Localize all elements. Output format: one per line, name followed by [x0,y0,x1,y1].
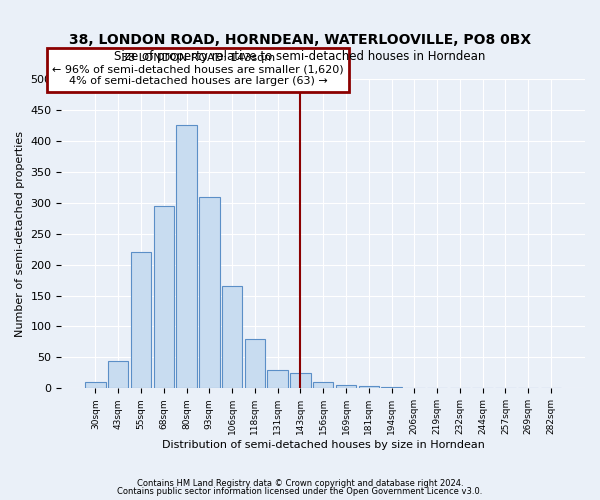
X-axis label: Distribution of semi-detached houses by size in Horndean: Distribution of semi-detached houses by … [162,440,485,450]
Bar [336,386,356,388]
Text: Contains HM Land Registry data © Crown copyright and database right 2024.: Contains HM Land Registry data © Crown c… [137,478,463,488]
Bar [85,382,106,388]
Bar [222,286,242,388]
Bar [131,252,151,388]
Text: Size of property relative to semi-detached houses in Horndean: Size of property relative to semi-detach… [115,50,485,63]
Bar [154,206,174,388]
Bar [290,373,311,388]
Text: 38, LONDON ROAD, HORNDEAN, WATERLOOVILLE, PO8 0BX: 38, LONDON ROAD, HORNDEAN, WATERLOOVILLE… [69,32,531,46]
Bar [381,387,402,388]
Bar [108,360,128,388]
Y-axis label: Number of semi-detached properties: Number of semi-detached properties [15,130,25,336]
Bar [199,196,220,388]
Text: Contains public sector information licensed under the Open Government Licence v3: Contains public sector information licen… [118,487,482,496]
Text: 38 LONDON ROAD: 143sqm
← 96% of semi-detached houses are smaller (1,620)
4% of s: 38 LONDON ROAD: 143sqm ← 96% of semi-det… [52,53,344,86]
Bar [268,370,288,388]
Bar [245,339,265,388]
Bar [313,382,334,388]
Bar [176,126,197,388]
Bar [359,386,379,388]
